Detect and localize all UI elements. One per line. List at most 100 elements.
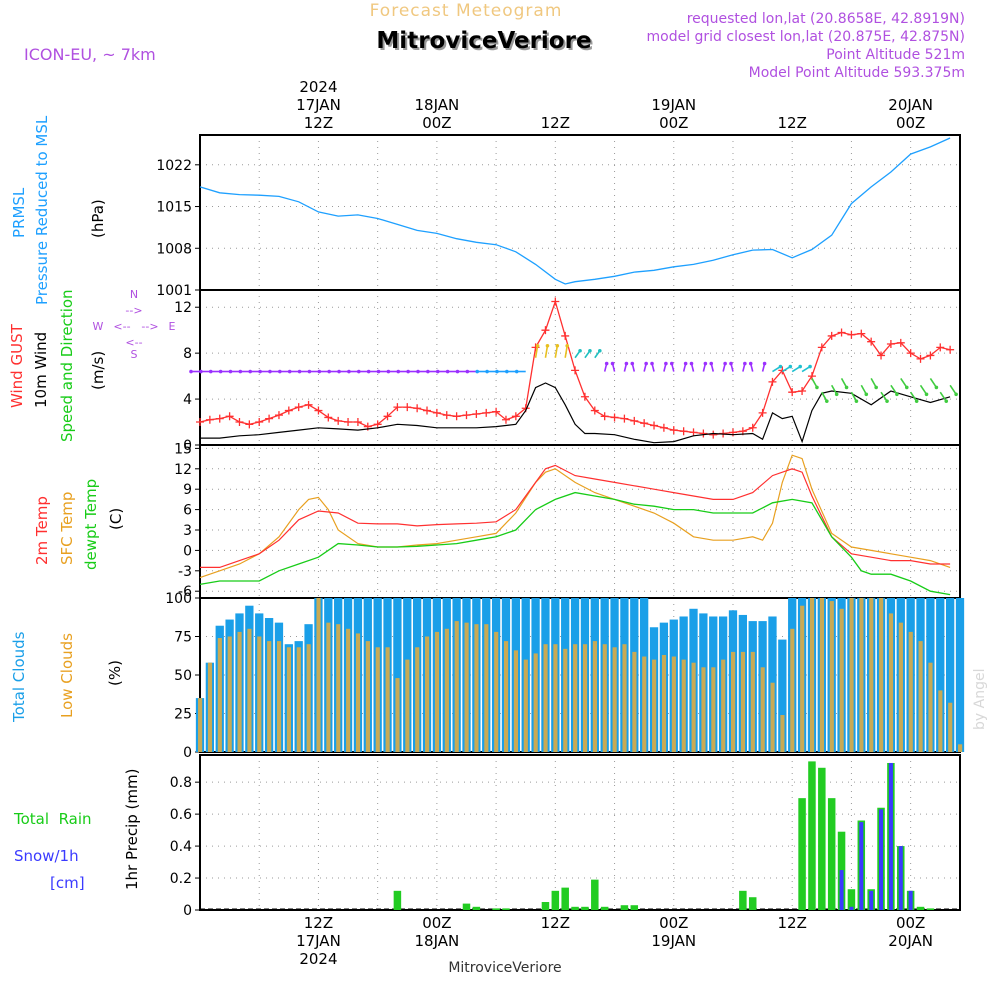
- wind-direction-arrow-head: [445, 369, 450, 374]
- location-title: MitroviceVeriore: [376, 28, 591, 54]
- wind-direction-arrow-head: [834, 392, 839, 397]
- low-clouds-bar: [207, 662, 213, 752]
- wind-direction-arrow-head: [788, 364, 793, 369]
- low-clouds-bar: [504, 641, 509, 752]
- low-clouds-bar: [494, 631, 499, 752]
- wind-direction-arrow-head: [762, 361, 767, 366]
- bottom-time-label: 12Z: [304, 914, 333, 932]
- wind-direction-arrow-head: [535, 343, 540, 348]
- y-tick-label: 9: [183, 482, 192, 498]
- rain-bar: [502, 908, 510, 910]
- wind-direction-arrow-head: [748, 361, 753, 366]
- wind-gust-marker: [265, 414, 274, 423]
- wind-gust-marker: [669, 426, 678, 435]
- low-clouds-bar: [809, 598, 815, 752]
- total-clouds-label: Total Clouds: [10, 631, 28, 723]
- wind-direction-arrow-head: [495, 369, 499, 374]
- wind-10m-label: 10m Wind: [32, 332, 50, 408]
- total-rain-label: Total Rain: [13, 810, 92, 828]
- wind-gust-marker: [610, 413, 619, 422]
- wind-direction-arrow-head: [624, 361, 629, 366]
- low-clouds-bar: [316, 598, 321, 752]
- y-tick-label: 0.8: [170, 775, 192, 791]
- low-clouds-bar: [740, 651, 746, 752]
- y-tick-label: 8: [183, 346, 192, 362]
- rain-bar: [926, 908, 935, 910]
- wind-direction-arrow-head: [258, 369, 262, 374]
- wind-direction-arrow-head: [366, 369, 371, 374]
- wind-gust-marker: [936, 343, 945, 352]
- low-clouds-bar: [711, 667, 716, 752]
- pressure-reduced-label: Pressure Reduced to MSL: [33, 115, 51, 305]
- wind-direction-arrow-head: [317, 369, 322, 374]
- total-clouds-bar: [955, 598, 965, 752]
- top-time-label: 20JAN: [888, 96, 933, 114]
- wind-direction-arrow-head: [904, 385, 909, 390]
- wind-gust-marker: [284, 406, 293, 415]
- rain-bar: [551, 890, 560, 910]
- snow-bar: [908, 890, 913, 910]
- low-clouds-bar: [948, 702, 953, 752]
- low-clouds-bar: [267, 641, 272, 752]
- low-clouds-bar: [849, 598, 854, 752]
- wind-direction-arrow-head: [844, 385, 849, 390]
- wind-direction-arrow-head: [924, 392, 929, 397]
- rain-bar: [600, 906, 609, 910]
- y-tick-label: 0.2: [170, 871, 192, 887]
- low-clouds-bar: [770, 682, 775, 752]
- compass-east-arrow: -->: [125, 304, 142, 317]
- low-clouds-bar: [415, 647, 420, 752]
- footer-location: MitroviceVeriore: [448, 960, 561, 976]
- wind-direction-arrow-head: [703, 361, 708, 366]
- low-clouds-bar: [582, 644, 588, 752]
- bottom-time-label: 17JAN: [296, 932, 341, 950]
- wind-gust-marker: [620, 414, 629, 423]
- temp-2m-label: 2m Temp: [33, 496, 51, 565]
- wind-direction-arrow-head: [610, 361, 615, 366]
- top-time-label: 17JAN: [296, 96, 341, 114]
- wind-direction-arrow-head: [555, 343, 560, 348]
- top-time-label: 12Z: [778, 114, 807, 132]
- wind-direction-arrow-head: [565, 343, 569, 348]
- low-clouds-bar: [938, 690, 943, 752]
- y-tick-label: 0: [183, 903, 192, 919]
- low-clouds-bar: [395, 678, 400, 752]
- rain-bar: [748, 897, 757, 910]
- rain-bar: [847, 889, 856, 910]
- low-clouds-bar: [573, 644, 578, 752]
- snow-bar: [859, 822, 864, 910]
- compass-east-arrow-2: -->: [141, 320, 158, 333]
- wind-gust-label: Wind GUST: [8, 323, 26, 408]
- wind-direction-arrow-head: [199, 369, 203, 374]
- wind-gust-marker: [245, 420, 254, 429]
- sfc-temp-line: [199, 454, 951, 579]
- top-time-label: 00Z: [422, 114, 451, 132]
- wind-gust-marker: [225, 412, 234, 421]
- wind-direction-arrow-head: [396, 369, 401, 374]
- wind-direction-arrow-head: [588, 348, 592, 353]
- y-tick-label: 0: [183, 543, 192, 559]
- wind-gust-marker: [551, 297, 560, 306]
- low-clouds-bar: [217, 638, 222, 752]
- bottom-time-label: 12Z: [778, 914, 807, 932]
- y-tick-label: 4: [183, 392, 192, 408]
- y-tick-label: 12: [174, 300, 192, 316]
- low-clouds-bar: [336, 624, 341, 752]
- wind-gust-marker: [541, 326, 550, 335]
- low-clouds-bar: [553, 644, 558, 752]
- rain-bar: [916, 906, 925, 910]
- wind-direction-arrow-head: [669, 361, 674, 366]
- wind-gust-marker: [630, 416, 639, 425]
- wind-gust-marker: [501, 415, 510, 424]
- low-clouds-bar: [691, 662, 696, 752]
- bottom-time-label: 18JAN: [415, 932, 460, 950]
- wind-direction-arrow-head: [854, 399, 859, 403]
- wind-gust-marker: [748, 423, 757, 432]
- low-clouds-bar: [642, 656, 647, 752]
- wind-compass: N --> W <-- --> E <-- S: [93, 288, 176, 361]
- wind-direction-arrow-head: [376, 369, 381, 374]
- top-time-label: 19JAN: [651, 96, 696, 114]
- low-clouds-bar: [859, 598, 864, 752]
- low-clouds-bar: [652, 659, 657, 752]
- wind-gust-marker: [946, 345, 955, 354]
